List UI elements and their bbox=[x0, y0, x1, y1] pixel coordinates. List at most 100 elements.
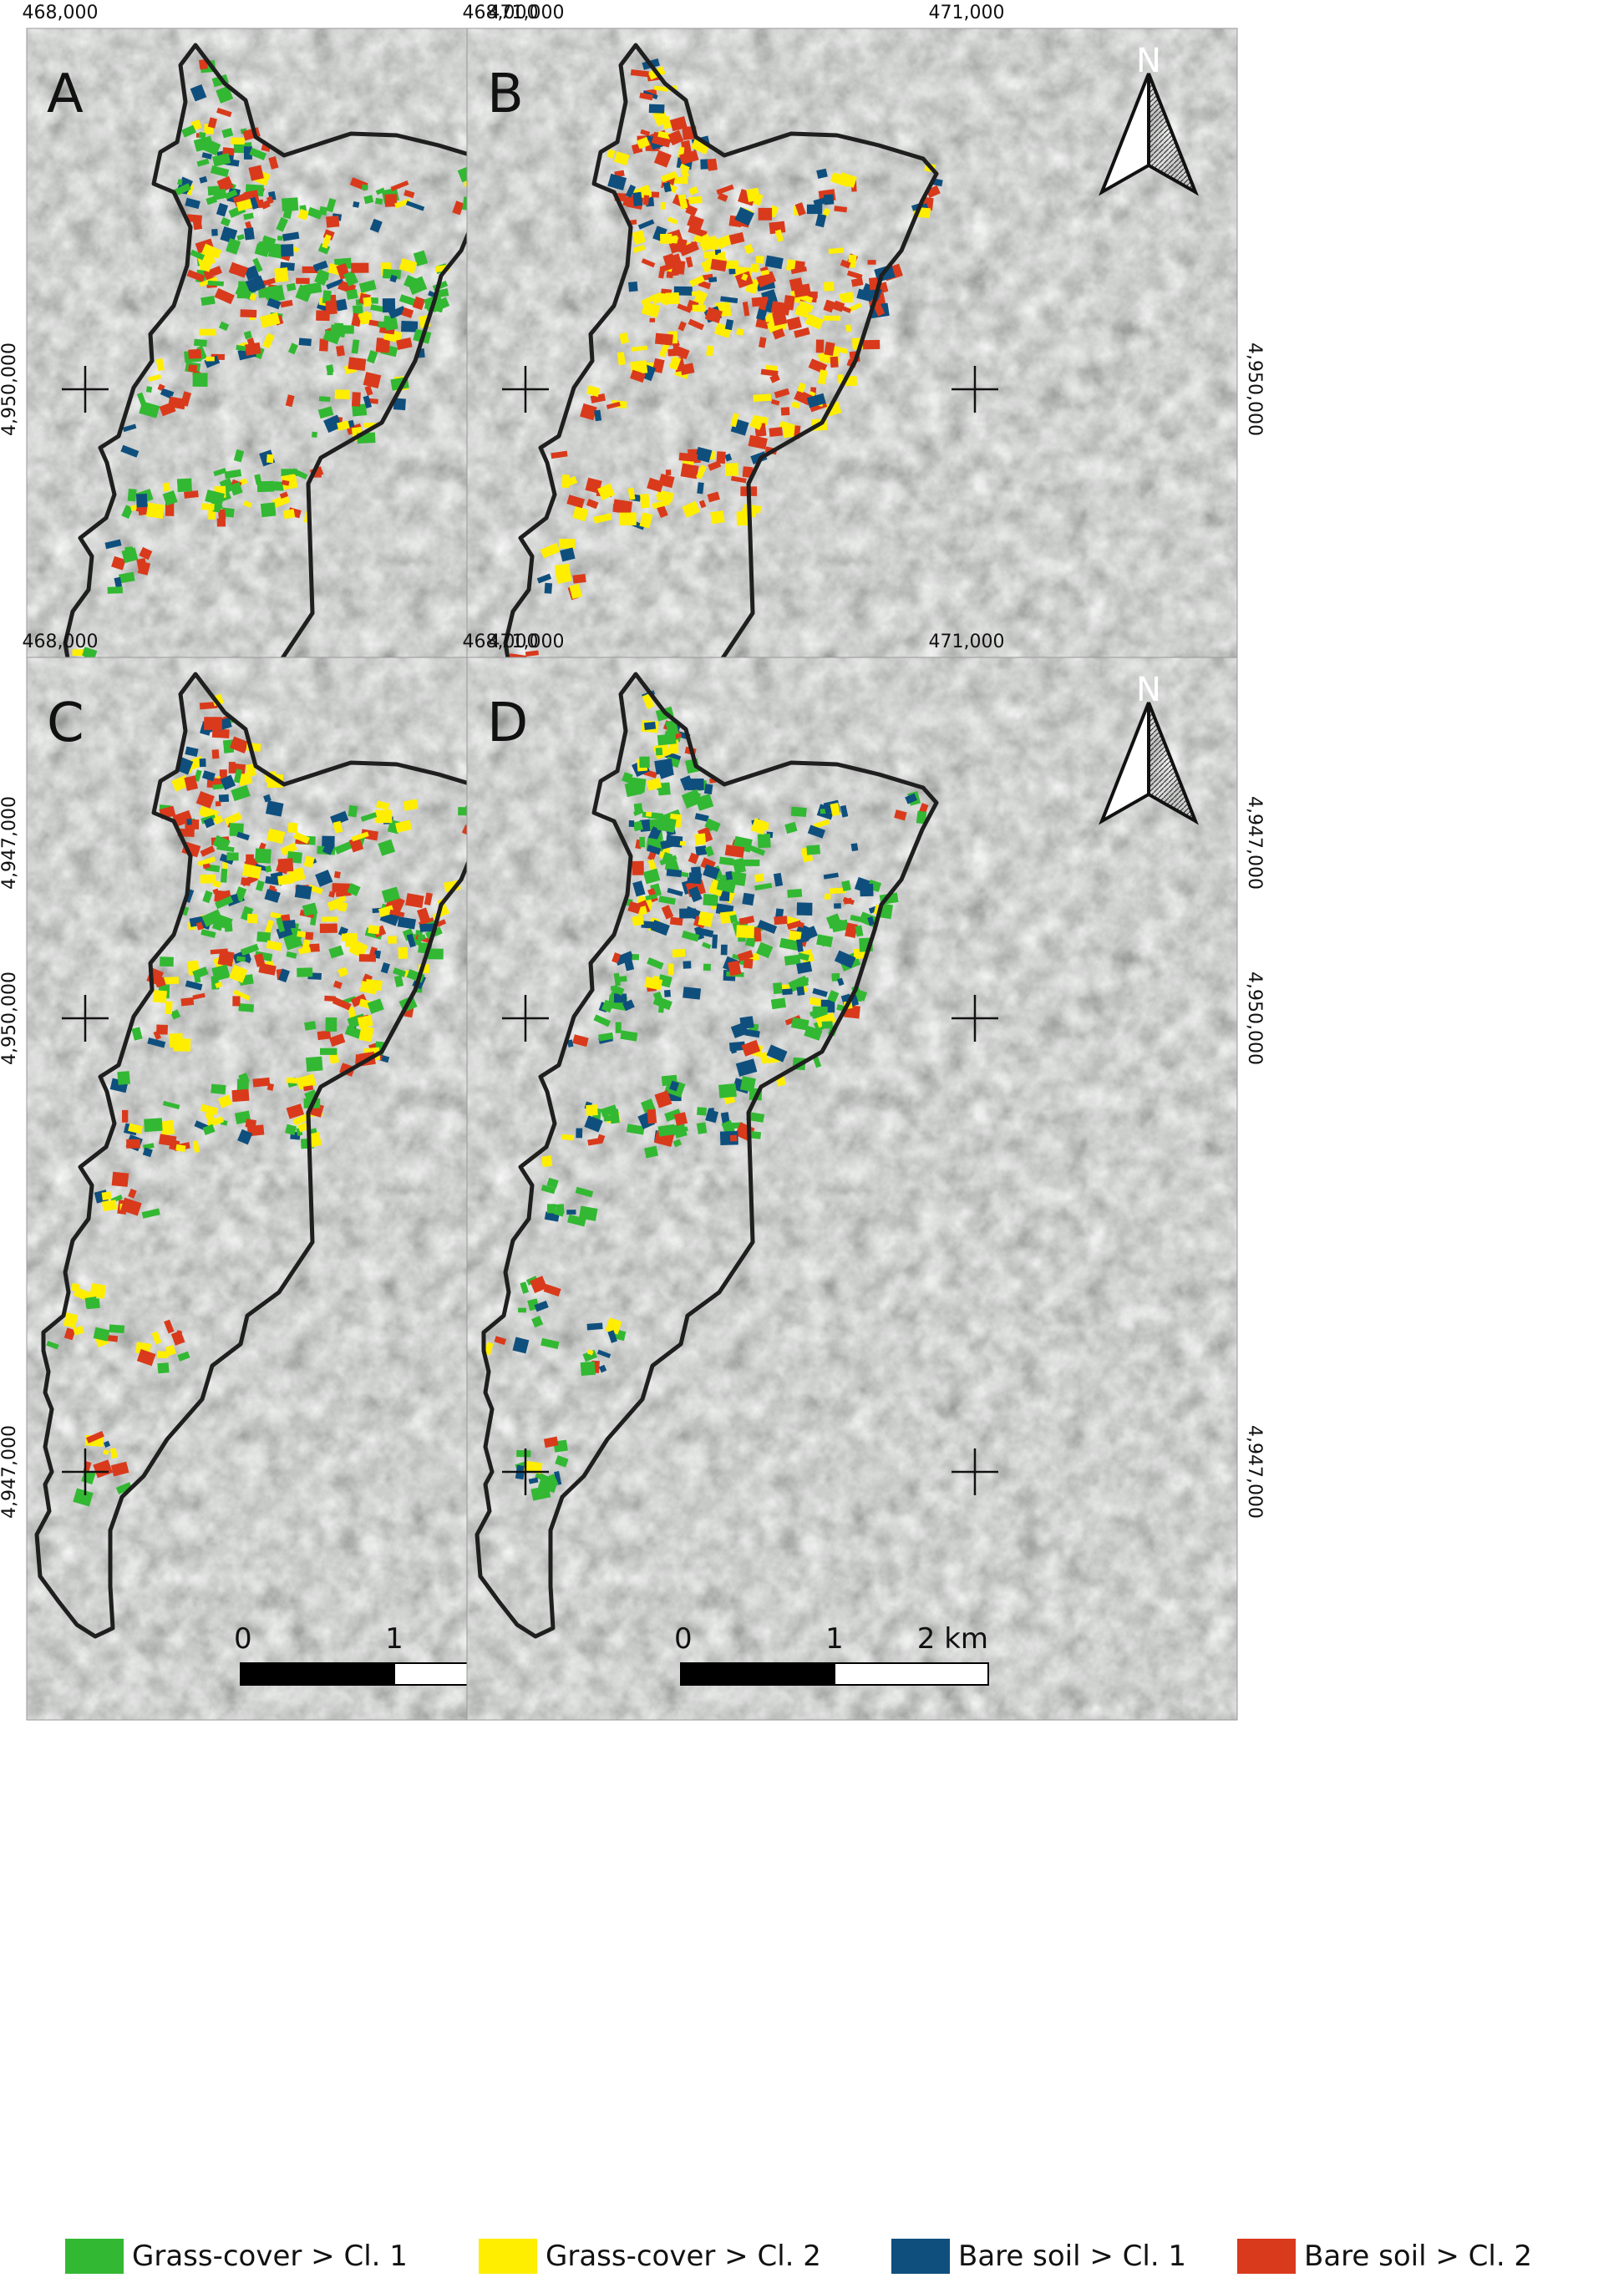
field-parcel bbox=[660, 233, 672, 244]
field-parcel bbox=[390, 180, 409, 191]
field-parcel bbox=[534, 1301, 549, 1312]
field-parcel bbox=[238, 1002, 255, 1012]
field-parcel bbox=[162, 1100, 180, 1109]
field-parcel bbox=[352, 403, 368, 417]
field-parcel bbox=[665, 719, 679, 736]
field-parcel bbox=[693, 290, 708, 306]
field-parcel bbox=[212, 888, 220, 895]
field-parcel bbox=[718, 1083, 737, 1098]
grid-cross bbox=[952, 1448, 998, 1495]
field-parcel bbox=[543, 1436, 559, 1448]
field-parcel bbox=[860, 883, 874, 897]
field-parcel bbox=[185, 980, 203, 991]
field-parcel bbox=[188, 348, 202, 359]
field-parcel bbox=[136, 557, 147, 570]
field-parcel bbox=[176, 478, 192, 493]
field-parcel bbox=[730, 475, 747, 484]
field-parcel bbox=[669, 116, 688, 132]
field-parcel bbox=[657, 999, 665, 1013]
field-parcel bbox=[307, 1132, 322, 1148]
field-parcel bbox=[339, 895, 347, 903]
field-parcel bbox=[804, 313, 825, 330]
field-parcel bbox=[554, 1470, 562, 1485]
field-parcel bbox=[667, 887, 683, 897]
legend-label: Bare soil > Cl. 1 bbox=[958, 2239, 1187, 2273]
field-parcel bbox=[265, 865, 272, 873]
field-parcel bbox=[192, 992, 206, 1000]
grid-cross bbox=[62, 366, 109, 413]
field-parcel bbox=[335, 298, 348, 312]
field-parcel bbox=[212, 501, 221, 513]
field-parcel bbox=[743, 860, 760, 866]
field-parcel bbox=[327, 897, 343, 911]
field-parcel bbox=[512, 1337, 530, 1354]
field-parcel bbox=[566, 1214, 586, 1227]
field-parcel bbox=[639, 494, 650, 509]
field-parcel bbox=[625, 184, 637, 198]
legend-label: Grass-cover > Cl. 2 bbox=[546, 2239, 821, 2273]
field-parcel bbox=[651, 191, 660, 198]
field-parcel bbox=[824, 282, 835, 292]
field-parcel bbox=[202, 890, 213, 904]
field-parcel bbox=[120, 1197, 142, 1216]
field-parcel bbox=[380, 962, 390, 974]
field-parcel bbox=[398, 258, 418, 274]
field-parcel bbox=[632, 860, 644, 875]
field-parcel bbox=[211, 228, 218, 236]
field-parcel bbox=[297, 967, 313, 977]
field-parcel bbox=[109, 1448, 118, 1459]
field-parcel bbox=[530, 1485, 551, 1501]
field-parcel bbox=[73, 1488, 94, 1507]
panel-letter: B bbox=[487, 63, 524, 125]
field-parcel bbox=[122, 1109, 129, 1123]
field-parcel bbox=[716, 234, 733, 249]
field-parcel bbox=[104, 539, 122, 550]
field-parcel bbox=[111, 555, 126, 571]
field-parcel bbox=[682, 500, 701, 518]
field-parcel bbox=[823, 315, 840, 321]
field-parcel bbox=[739, 1076, 756, 1093]
field-parcel bbox=[554, 563, 571, 576]
field-parcel bbox=[580, 403, 597, 421]
field-parcel bbox=[774, 916, 788, 926]
field-parcel bbox=[796, 939, 804, 952]
x-coordinate-label: 468,000 bbox=[463, 3, 539, 23]
field-parcel bbox=[254, 243, 271, 257]
field-parcel bbox=[543, 1284, 561, 1297]
field-parcel bbox=[214, 287, 235, 305]
field-parcel bbox=[237, 1129, 253, 1145]
x-coordinate-label: 468,000 bbox=[23, 3, 99, 23]
field-parcel bbox=[252, 257, 263, 272]
field-parcel bbox=[926, 185, 941, 199]
field-parcel bbox=[718, 856, 734, 866]
field-parcel bbox=[326, 216, 340, 228]
field-parcel bbox=[546, 1177, 559, 1189]
field-parcel bbox=[770, 997, 787, 1010]
field-parcel bbox=[596, 1349, 612, 1359]
field-parcel bbox=[691, 866, 702, 875]
field-parcel bbox=[419, 923, 436, 932]
field-parcel bbox=[632, 244, 646, 253]
field-parcel bbox=[628, 820, 635, 828]
field-parcel bbox=[582, 1349, 597, 1362]
field-parcel bbox=[666, 869, 683, 878]
field-parcel bbox=[586, 1322, 603, 1331]
x-coordinate-label: 471,000 bbox=[929, 3, 1005, 23]
field-parcel bbox=[186, 819, 192, 825]
field-parcel bbox=[315, 870, 333, 887]
field-parcel bbox=[243, 330, 252, 340]
field-parcel bbox=[195, 921, 204, 931]
field-parcel bbox=[210, 948, 228, 955]
field-parcel bbox=[258, 962, 277, 976]
field-parcel bbox=[828, 247, 844, 255]
field-parcel bbox=[806, 845, 821, 855]
grid-cross bbox=[952, 366, 998, 413]
field-parcel bbox=[647, 826, 662, 842]
field-parcel bbox=[867, 916, 875, 926]
field-parcel bbox=[697, 482, 704, 495]
field-parcel bbox=[235, 286, 254, 301]
field-parcel bbox=[220, 774, 236, 790]
field-parcel bbox=[643, 721, 657, 730]
field-parcel bbox=[139, 546, 153, 561]
